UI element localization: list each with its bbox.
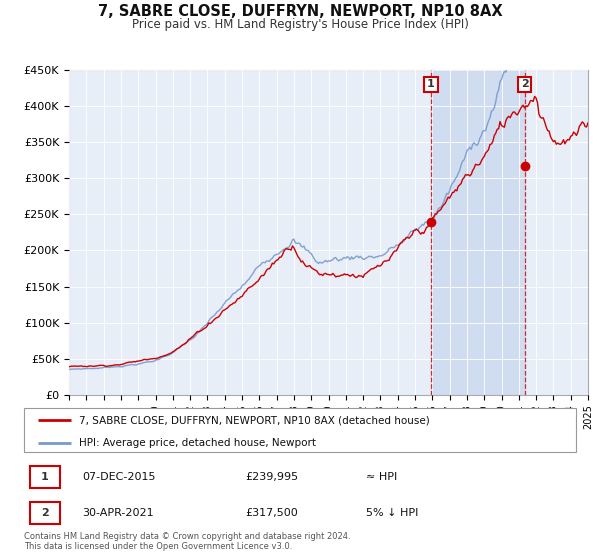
Text: ≈ HPI: ≈ HPI [366,472,397,482]
Bar [431,70,524,395]
Text: 1: 1 [427,80,435,90]
FancyBboxPatch shape [29,466,60,488]
FancyBboxPatch shape [29,502,60,524]
Text: 7, SABRE CLOSE, DUFFRYN, NEWPORT, NP10 8AX: 7, SABRE CLOSE, DUFFRYN, NEWPORT, NP10 8… [98,4,502,20]
Text: 07-DEC-2015: 07-DEC-2015 [82,472,155,482]
Text: This data is licensed under the Open Government Licence v3.0.: This data is licensed under the Open Gov… [24,542,292,551]
Text: 5% ↓ HPI: 5% ↓ HPI [366,508,419,517]
Text: 2: 2 [41,508,49,517]
Text: 30-APR-2021: 30-APR-2021 [82,508,154,517]
Text: 1: 1 [41,472,49,482]
Text: £317,500: £317,500 [245,508,298,517]
Text: Contains HM Land Registry data © Crown copyright and database right 2024.: Contains HM Land Registry data © Crown c… [24,532,350,541]
Text: HPI: Average price, detached house, Newport: HPI: Average price, detached house, Newp… [79,437,316,447]
Text: 7, SABRE CLOSE, DUFFRYN, NEWPORT, NP10 8AX (detached house): 7, SABRE CLOSE, DUFFRYN, NEWPORT, NP10 8… [79,415,430,425]
Text: 2: 2 [521,80,529,90]
FancyBboxPatch shape [24,408,576,452]
Text: £239,995: £239,995 [245,472,298,482]
Text: Price paid vs. HM Land Registry's House Price Index (HPI): Price paid vs. HM Land Registry's House … [131,18,469,31]
